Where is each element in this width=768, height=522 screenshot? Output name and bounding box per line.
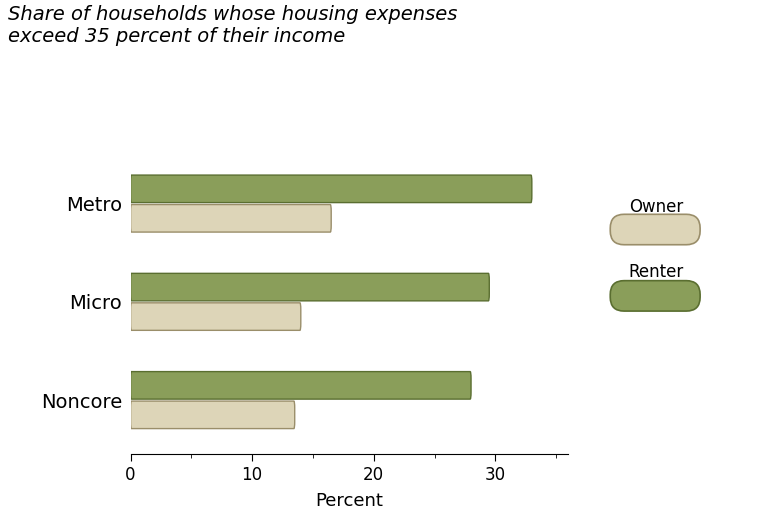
- Text: Owner: Owner: [629, 198, 683, 216]
- X-axis label: Percent: Percent: [316, 492, 383, 511]
- FancyBboxPatch shape: [131, 205, 331, 232]
- FancyBboxPatch shape: [131, 175, 531, 203]
- FancyBboxPatch shape: [131, 372, 471, 399]
- FancyBboxPatch shape: [131, 303, 301, 330]
- Text: Renter: Renter: [628, 263, 684, 281]
- FancyBboxPatch shape: [611, 215, 700, 245]
- FancyBboxPatch shape: [131, 274, 489, 301]
- FancyBboxPatch shape: [131, 401, 295, 429]
- Text: Share of households whose housing expenses
exceed 35 percent of their income: Share of households whose housing expens…: [8, 5, 457, 46]
- FancyBboxPatch shape: [611, 281, 700, 311]
